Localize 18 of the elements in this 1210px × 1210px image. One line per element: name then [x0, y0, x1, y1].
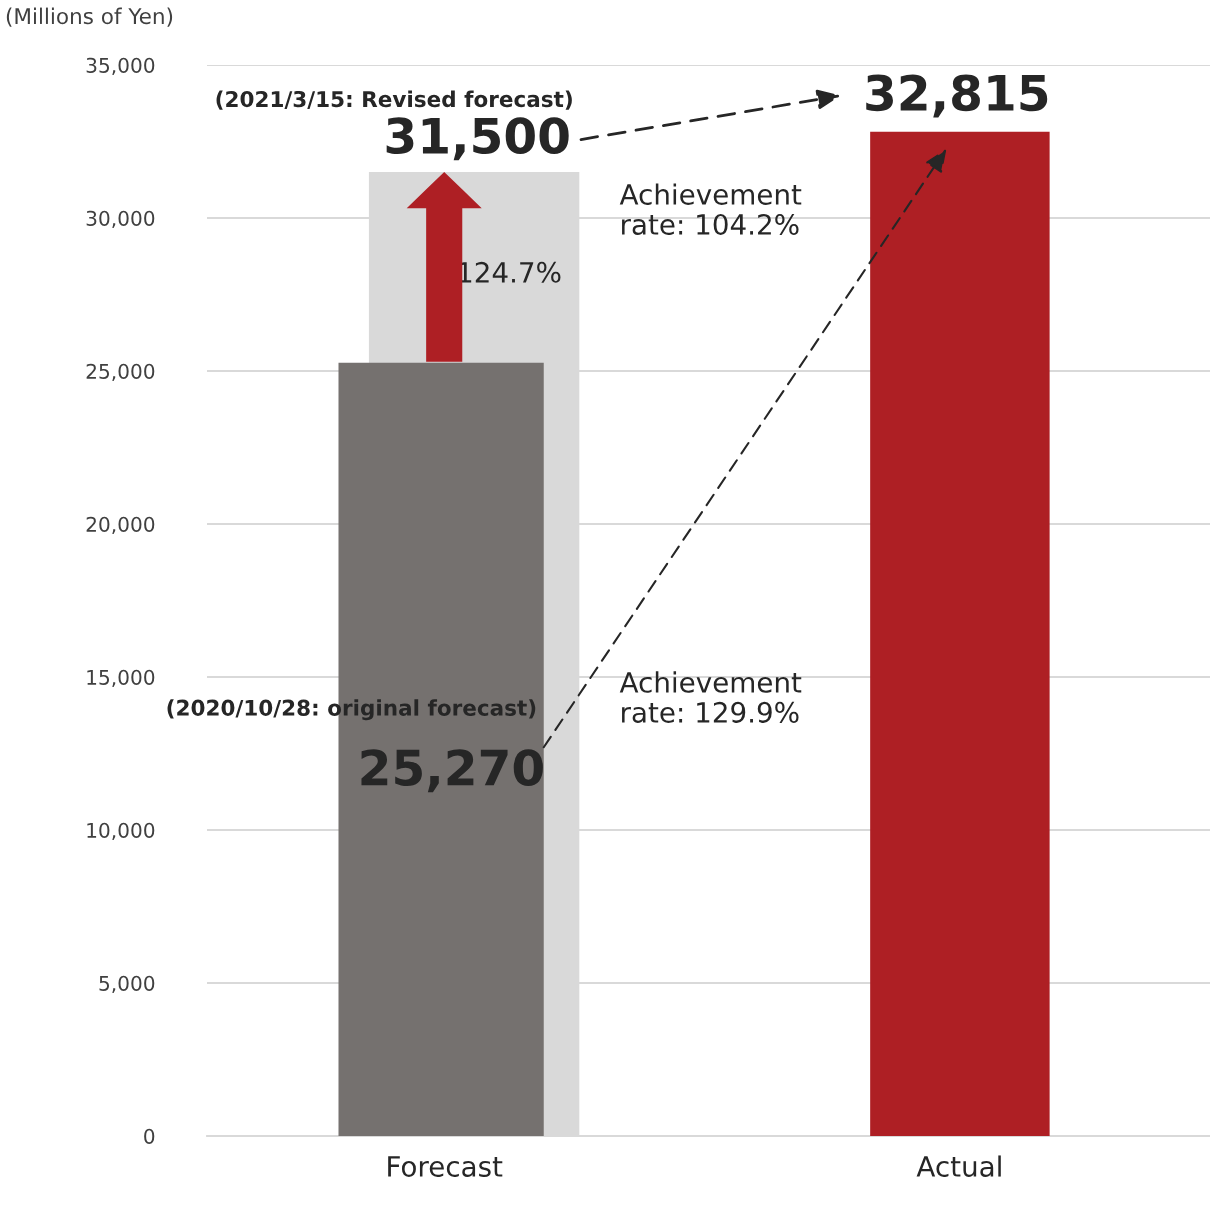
y-tick-label: 25,000 — [86, 363, 155, 381]
y-axis-title: (Millions of Yen) — [6, 7, 173, 27]
x-tick-label: Forecast — [388, 1156, 503, 1177]
y-tick-label: 15,000 — [87, 669, 155, 687]
annotation: Achievement rate: 129.9% — [619, 671, 802, 723]
y-tick-label: 30,000 — [86, 210, 155, 228]
y-tick-label: 0 — [144, 1128, 155, 1144]
y-tick-label: 10,000 — [87, 822, 155, 840]
annotation: 124.7% — [459, 261, 561, 283]
y-tick-label: 5,000 — [99, 975, 155, 993]
y-tick-label: 20,000 — [86, 516, 155, 534]
annotation: Achievement rate: 104.2% — [619, 183, 802, 235]
annotation: (2021/3/15: Revised forecast) — [216, 90, 572, 110]
data-label: 32,815 — [866, 74, 1048, 118]
y-tick-label: 35,000 — [86, 57, 155, 75]
data-label: 31,500 — [386, 117, 569, 161]
data-label: 25,270 — [361, 749, 543, 793]
x-tick-label: Actual — [916, 1155, 1001, 1177]
